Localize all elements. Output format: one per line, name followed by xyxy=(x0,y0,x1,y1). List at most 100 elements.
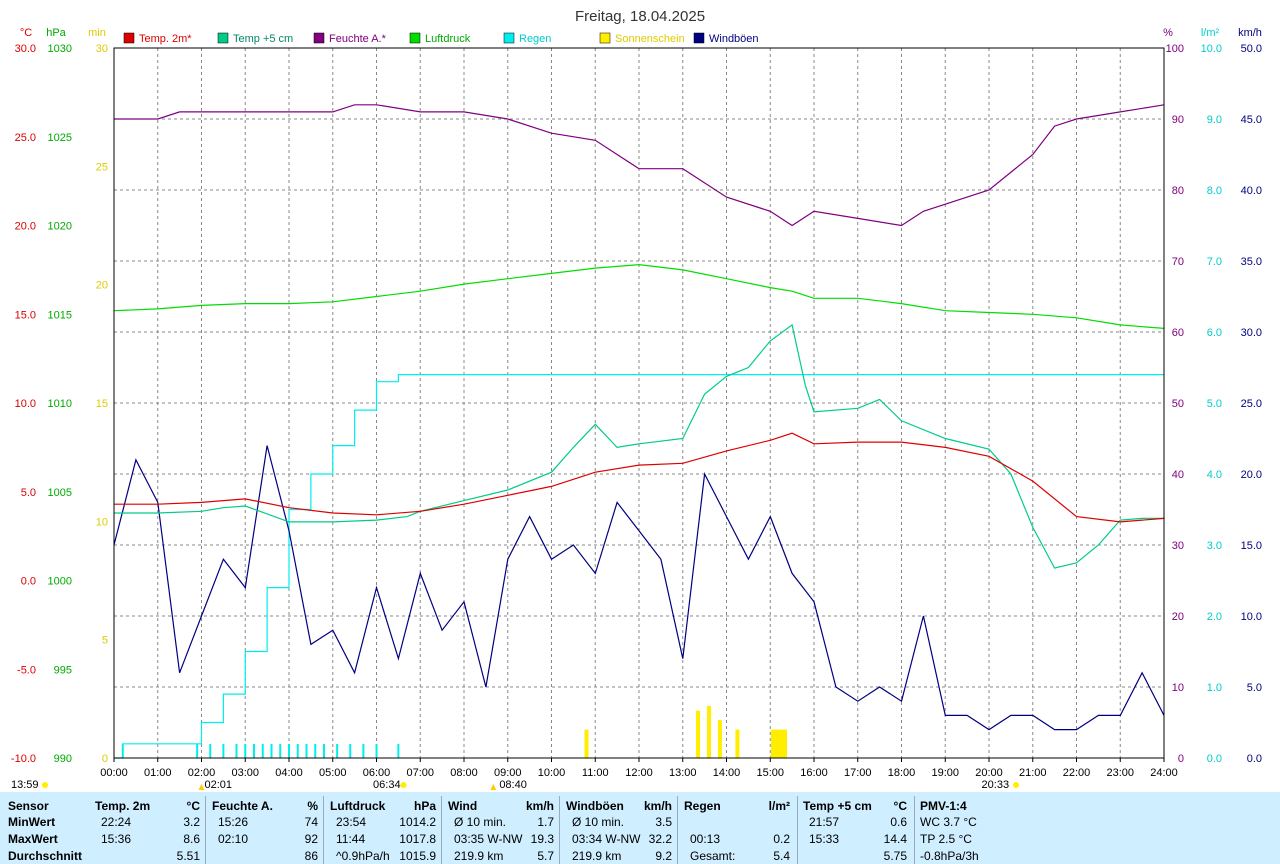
legend-label: Feuchte A.* xyxy=(329,33,387,45)
table-cell-text: Ø 10 min. xyxy=(454,815,507,829)
table-row-label: MinWert xyxy=(8,815,56,829)
temp-tick-label: 0.0 xyxy=(21,576,36,588)
pressure-tick-label: 1005 xyxy=(48,487,72,499)
time-tick-label: 01:00 xyxy=(144,767,172,779)
table-separator xyxy=(677,796,678,864)
legend-swatch xyxy=(409,32,421,44)
sunshine-bar xyxy=(771,729,787,758)
table-separator xyxy=(914,796,915,864)
legend-swatch xyxy=(599,32,611,44)
table-cell-text: 15:33 xyxy=(809,832,840,846)
rain-tick-label: 5.0 xyxy=(1207,398,1222,410)
time-tick-label: 13:00 xyxy=(669,767,697,779)
table-cell-text: 15:36 xyxy=(101,832,132,846)
table-separator xyxy=(441,796,442,864)
table-cell-text: 219.9 km xyxy=(454,849,504,863)
sunshine-bar xyxy=(717,720,722,758)
table-cell-value: 1017.8 xyxy=(399,832,436,846)
wind-tick-label: 25.0 xyxy=(1241,398,1262,410)
table-cell-value: 32.2 xyxy=(648,832,672,846)
time-tick-label: 10:00 xyxy=(538,767,566,779)
time-tick-label: 22:00 xyxy=(1063,767,1091,779)
temp-tick-label: 25.0 xyxy=(15,132,36,144)
legend-swatch xyxy=(313,32,325,44)
dawn-marker-icon xyxy=(400,782,407,788)
table-header-label: Sensor xyxy=(8,799,49,813)
time-tick-label: 08:00 xyxy=(450,767,478,779)
time-tick-label: 23:00 xyxy=(1106,767,1134,779)
table-cell-text: TP 2.5 °C xyxy=(920,832,972,846)
table-separator xyxy=(797,796,798,864)
wind-tick-label: 10.0 xyxy=(1241,611,1262,623)
table-cell-value: 1014.2 xyxy=(399,815,436,829)
humidity-tick-label: 80 xyxy=(1172,185,1184,197)
humidity-unit-label: % xyxy=(1163,27,1173,39)
dusk-marker-icon xyxy=(1013,782,1020,788)
rain-tick-label: 10.0 xyxy=(1201,43,1222,55)
humidity-tick-label: 20 xyxy=(1172,611,1184,623)
rain-tick-label: 1.0 xyxy=(1207,682,1222,694)
pressure-tick-label: 1020 xyxy=(48,221,72,233)
table-cell-value: 9.2 xyxy=(655,849,672,863)
pressure-tick-label: 1015 xyxy=(48,309,72,321)
sunshine-total-icon xyxy=(42,782,48,788)
time-tick-label: 02:00 xyxy=(188,767,216,779)
table-row-label: MaxWert xyxy=(8,832,58,846)
table-cell-value: 0.6 xyxy=(890,815,907,829)
time-tick-label: 05:00 xyxy=(319,767,347,779)
humidity-tick-label: 100 xyxy=(1166,43,1184,55)
table-cell-text: 23:54 xyxy=(336,815,367,829)
wind-tick-label: 15.0 xyxy=(1241,540,1262,552)
table-cell-text: 00:13 xyxy=(690,832,721,846)
legend-label: Windböen xyxy=(709,33,759,45)
table-cell-text: 21:57 xyxy=(809,815,840,829)
table-cell-text: 219.9 km xyxy=(572,849,622,863)
table-row-label: Durchschnitt xyxy=(8,849,83,863)
temp-tick-label: 15.0 xyxy=(15,309,36,321)
legend-label: Temp +5 cm xyxy=(233,33,293,45)
table-header-unit: hPa xyxy=(413,799,436,813)
table-cell-text: WC 3.7 °C xyxy=(920,815,977,829)
weather-chart: 30.025.020.015.010.05.00.0-5.0-10.010301… xyxy=(10,8,1262,791)
time-tick-label: 11:00 xyxy=(582,767,609,779)
rain-tick-label: 2.0 xyxy=(1207,611,1222,623)
series-line-windböen xyxy=(113,445,1165,731)
table-cell-text: 03:34 W-NW xyxy=(572,832,641,846)
table-cell-value: 86 xyxy=(304,849,318,863)
sunshine-total-label: 13:59 xyxy=(11,779,39,791)
table-cell-value: 8.6 xyxy=(183,832,200,846)
table-cell-value: 0.2 xyxy=(773,832,790,846)
temp-min-marker-label: 02:01 xyxy=(205,779,233,791)
time-tick-label: 06:00 xyxy=(363,767,391,779)
rain-tick-label: 3.0 xyxy=(1207,540,1222,552)
rain-tick-label: 4.0 xyxy=(1207,469,1222,481)
summary-table xyxy=(0,792,1280,864)
time-tick-label: 14:00 xyxy=(713,767,741,779)
table-header-unit: km/h xyxy=(643,799,672,813)
wind-tick-label: 20.0 xyxy=(1241,469,1262,481)
sunshine-bar xyxy=(584,729,589,758)
series-layer xyxy=(113,104,1165,759)
table-header-label: Luftdruck xyxy=(330,799,386,813)
time-markers: 02:01 06:34 08:40 20:33 13:59 xyxy=(11,779,1020,791)
table-separator xyxy=(559,796,560,864)
temp-max-marker-label: 08:40 xyxy=(499,779,527,791)
table-cell-text: ^0.9hPa/h xyxy=(336,849,390,863)
table-header-unit: °C xyxy=(186,799,200,813)
pressure-tick-label: 1010 xyxy=(48,398,72,410)
table-cell-value: 5.7 xyxy=(537,849,554,863)
table-cell-value: 5.51 xyxy=(176,849,200,863)
series-line-regen xyxy=(114,374,1164,759)
time-tick-label: 19:00 xyxy=(931,767,959,779)
time-tick-label: 15:00 xyxy=(756,767,784,779)
temp-tick-label: 20.0 xyxy=(15,221,36,233)
legend-label: Regen xyxy=(519,33,551,45)
pressure-tick-label: 1000 xyxy=(48,576,72,588)
chart-grid xyxy=(114,48,1164,758)
table-cell-text: Gesamt: xyxy=(690,849,736,863)
time-tick-label: 20:00 xyxy=(975,767,1003,779)
table-cell-value: 3.2 xyxy=(183,815,200,829)
time-tick-label: 00:00 xyxy=(100,767,128,779)
table-separator xyxy=(205,796,206,864)
legend-label: Luftdruck xyxy=(425,33,471,45)
